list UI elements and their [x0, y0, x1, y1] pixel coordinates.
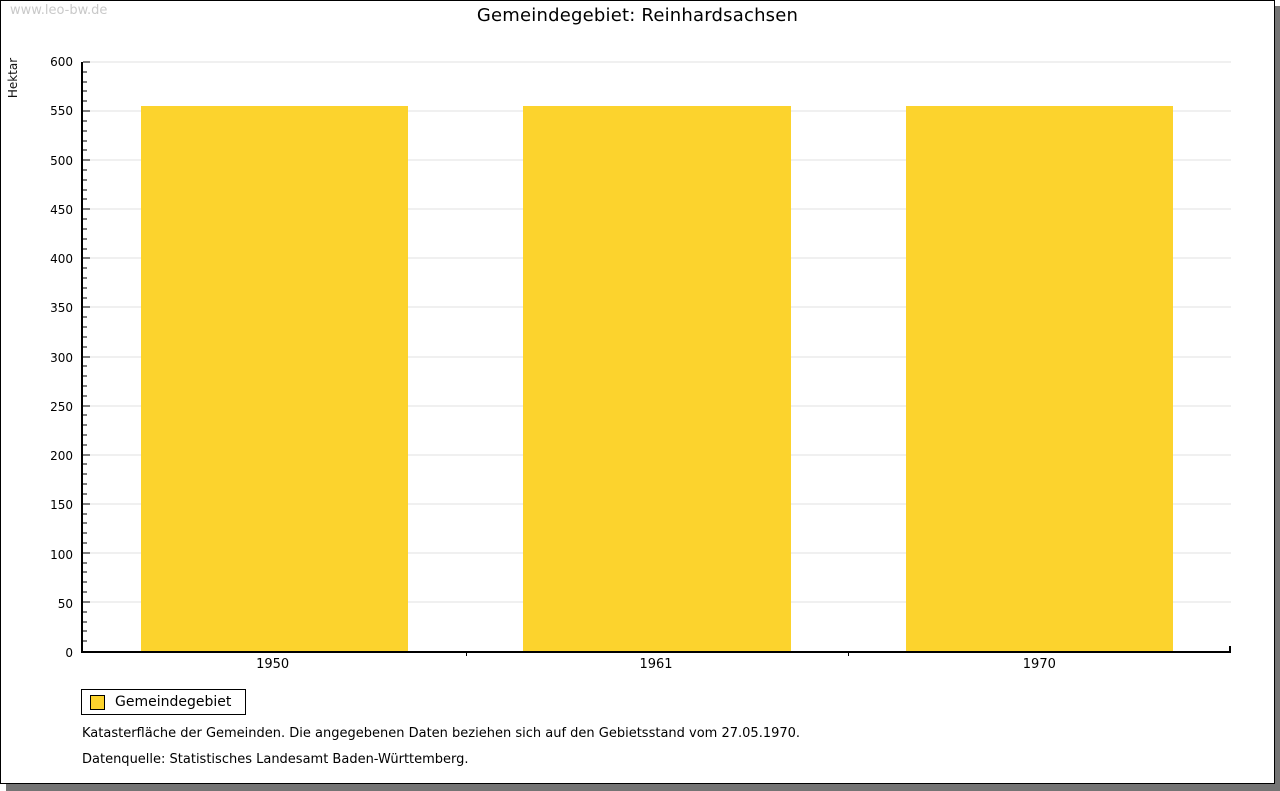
y-tick-370 [83, 287, 87, 289]
bar-1950 [140, 106, 409, 651]
legend-swatch-gemeindegebiet [90, 694, 105, 710]
y-tick-180 [83, 473, 87, 475]
x-axis-end-tick [1229, 646, 1231, 651]
y-tick-150 [83, 503, 90, 505]
y-tick-600 [83, 61, 90, 63]
y-axis-label-0: 0 [65, 646, 73, 660]
y-tick-530 [83, 130, 87, 132]
y-tick-390 [83, 267, 87, 269]
y-axis-label-50: 50 [57, 596, 73, 611]
y-axis-label-400: 400 [50, 252, 73, 266]
x-axis-label-1961: 1961 [639, 657, 673, 672]
y-tick-420 [83, 238, 87, 240]
drop-shadow-right [1275, 6, 1280, 791]
y-axis-label-250: 250 [50, 399, 73, 414]
y-tick-510 [83, 149, 87, 151]
y-tick-130 [83, 522, 87, 524]
y-tick-120 [83, 532, 87, 534]
y-tick-70 [83, 581, 87, 583]
y-tick-240 [83, 414, 87, 416]
y-tick-230 [83, 424, 87, 426]
y-tick-190 [83, 463, 87, 465]
y-tick-520 [83, 140, 87, 142]
y-tick-360 [83, 297, 87, 299]
y-axis-label-600: 600 [50, 55, 73, 69]
x-axis-label-1950: 1950 [256, 657, 290, 672]
y-axis-label-350: 350 [50, 301, 73, 316]
footnote-description: Katasterfläche der Gemeinden. Die angege… [82, 726, 801, 741]
y-axis-label-200: 200 [50, 449, 73, 463]
y-tick-50 [83, 601, 90, 603]
x-axis-labels: 1950 1961 1970 [81, 657, 1231, 675]
y-tick-550 [83, 110, 90, 112]
y-tick-170 [83, 483, 87, 485]
drop-shadow-bottom [6, 784, 1275, 791]
y-tick-160 [83, 493, 87, 495]
y-tick-470 [83, 189, 87, 191]
legend: Gemeindegebiet [81, 689, 247, 715]
y-tick-220 [83, 434, 87, 436]
y-tick-380 [83, 277, 87, 279]
y-tick-90 [83, 562, 87, 564]
y-tick-260 [83, 395, 87, 397]
y-tick-210 [83, 444, 87, 446]
y-tick-250 [83, 405, 90, 407]
y-tick-320 [83, 336, 87, 338]
y-tick-540 [83, 120, 87, 122]
y-tick-60 [83, 591, 87, 593]
y-tick-340 [83, 316, 87, 318]
y-axis-label-300: 300 [50, 350, 73, 365]
y-tick-20 [83, 630, 87, 632]
y-tick-410 [83, 248, 87, 250]
y-tick-480 [83, 179, 87, 181]
y-tick-330 [83, 326, 87, 328]
legend-label: Gemeindegebiet [115, 694, 232, 710]
watermark: www.leo-bw.de [10, 3, 108, 18]
y-tick-570 [83, 90, 87, 92]
y-axis-label-450: 450 [50, 202, 73, 217]
bar-1961 [523, 106, 791, 651]
y-tick-310 [83, 346, 87, 348]
y-tick-590 [83, 71, 87, 73]
x-axis-label-1970: 1970 [1022, 657, 1056, 672]
gridline-600 [83, 61, 1231, 63]
y-tick-440 [83, 218, 87, 220]
y-tick-560 [83, 100, 87, 102]
footnote-source: Datenquelle: Statistisches Landesamt Bad… [82, 752, 469, 767]
y-tick-490 [83, 169, 87, 171]
y-tick-350 [83, 306, 90, 308]
y-tick-580 [83, 81, 87, 83]
y-tick-30 [83, 621, 87, 623]
y-axis-label-550: 550 [50, 104, 73, 119]
y-tick-450 [83, 208, 90, 210]
chart-title: Gemeindegebiet: Reinhardsachsen [476, 5, 799, 26]
y-tick-290 [83, 365, 87, 367]
y-tick-300 [83, 356, 90, 357]
y-tick-80 [83, 571, 87, 573]
y-tick-270 [83, 385, 87, 387]
y-tick-200 [83, 454, 90, 456]
y-tick-400 [83, 257, 90, 259]
y-tick-10 [83, 640, 87, 642]
y-tick-140 [83, 513, 87, 515]
y-tick-460 [83, 198, 87, 200]
y-axis-label-100: 100 [50, 547, 73, 562]
y-tick-280 [83, 375, 87, 377]
bar-1970 [905, 106, 1174, 651]
y-axis-label-500: 500 [50, 153, 73, 168]
plot-area [81, 61, 1231, 656]
y-tick-40 [83, 611, 87, 613]
y-tick-100 [83, 552, 90, 554]
y-tick-500 [83, 159, 90, 161]
y-axis-label-150: 150 [50, 498, 73, 513]
y-axis-labels: 0 50 100 150 200 250 300 350 400 450 500 550 600 [1, 56, 73, 659]
y-tick-430 [83, 228, 87, 230]
x-boundary-tick-1 [465, 651, 467, 656]
y-tick-110 [83, 542, 87, 544]
x-boundary-tick-2 [848, 651, 850, 656]
